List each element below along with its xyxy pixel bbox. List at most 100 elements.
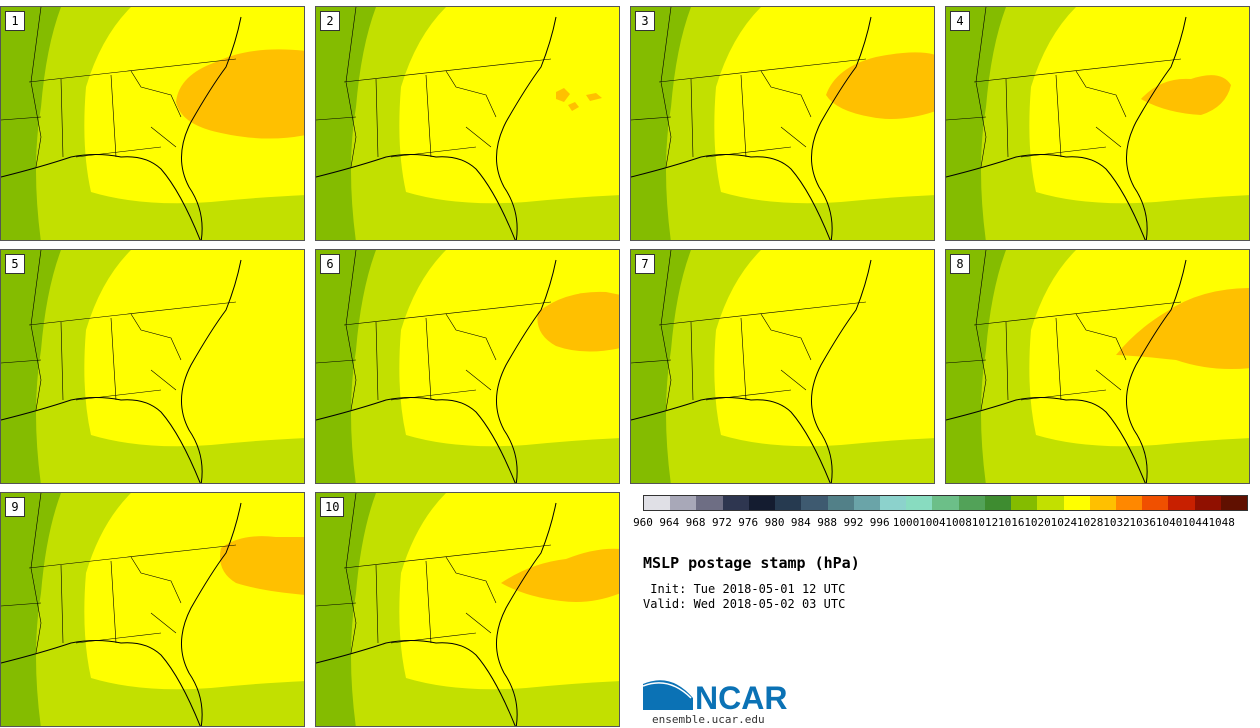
member-number: 5	[5, 254, 25, 274]
high-pressure-area	[1116, 288, 1249, 369]
member-number: 10	[320, 497, 345, 517]
colorbar-tick-label: 1036	[1129, 516, 1157, 529]
high-pressure-area	[501, 548, 619, 602]
member-number: 6	[320, 254, 340, 274]
member-number: 2	[320, 11, 340, 31]
coastline	[631, 259, 872, 483]
mslp-field	[316, 493, 619, 726]
colorbar-tick-label: 1016	[998, 516, 1025, 529]
colorbar-tick-label: 1004	[919, 516, 946, 529]
state-borders	[316, 7, 552, 168]
coastline	[316, 502, 557, 726]
map-panel-5: 5	[0, 249, 305, 484]
colorbar-tick-label: 1024	[1050, 516, 1078, 529]
colorbar-tick-label: 1012	[971, 516, 999, 529]
state-borders	[631, 250, 867, 411]
colorbar-swatch	[1194, 496, 1221, 510]
colorbar-swatch	[1220, 496, 1248, 510]
member-number: 1	[5, 11, 25, 31]
colorbar-swatch	[1063, 496, 1090, 510]
high-pressure-area	[1141, 75, 1231, 115]
map-panel-4: 4	[945, 6, 1250, 241]
colorbar-tick-label: 1000	[892, 516, 920, 529]
high-pressure-area	[176, 49, 304, 139]
state-borders	[631, 7, 867, 168]
colorbar-swatch	[984, 496, 1012, 510]
coastline	[1, 502, 242, 726]
map-panel-3: 3	[630, 6, 935, 241]
high-pressure-area	[826, 52, 934, 119]
high-pressure-area	[220, 536, 304, 595]
colorbar-swatch	[644, 496, 671, 510]
colorbar-swatch	[670, 496, 697, 510]
colorbar-tick-label: 960	[633, 516, 653, 529]
member-number: 8	[950, 254, 970, 274]
high-pressure-area	[537, 291, 619, 352]
colorbar-swatch	[827, 496, 854, 510]
state-borders	[316, 250, 552, 411]
state-borders	[1, 493, 237, 654]
colorbar-swatch	[722, 496, 749, 510]
chart-title: MSLP postage stamp (hPa)	[643, 554, 860, 572]
mslp-field	[631, 7, 934, 240]
ncar-logo-text: NCAR	[695, 680, 787, 716]
colorbar-swatch	[958, 496, 985, 510]
colorbar-swatch	[932, 496, 959, 510]
colorbar-swatch	[1089, 496, 1116, 510]
ncar-logo: NCAR	[643, 680, 787, 716]
colorbar-swatch	[1168, 496, 1195, 510]
mslp-field	[946, 7, 1249, 240]
pressure-colorbar	[643, 495, 1248, 511]
state-borders	[316, 493, 552, 654]
colorbar-swatch	[1037, 496, 1064, 510]
colorbar-swatch	[1115, 496, 1143, 510]
colorbar-tick-label: 976	[738, 516, 759, 529]
mslp-field	[1, 7, 304, 240]
colorbar-swatch	[775, 496, 802, 510]
member-number: 7	[635, 254, 655, 274]
init-time: Init: Tue 2018-05-01 12 UTC	[643, 582, 846, 596]
mslp-field	[316, 250, 619, 483]
mslp-field	[316, 7, 619, 240]
colorbar-tick-label: 1040	[1155, 516, 1183, 529]
coastline	[1, 16, 242, 240]
member-number: 4	[950, 11, 970, 31]
colorbar-tick-label: 996	[869, 516, 890, 529]
map-panel-9: 9	[0, 492, 305, 727]
colorbar-swatch	[801, 496, 828, 510]
map-panel-6: 6	[315, 249, 620, 484]
colorbar-tick-label: 1028	[1076, 516, 1104, 529]
colorbar-tick-label: 1020	[1024, 516, 1051, 529]
map-panel-2: 2	[315, 6, 620, 241]
colorbar-tick-label: 1008	[945, 516, 972, 529]
coastline	[1, 259, 242, 483]
colorbar-swatch	[879, 496, 907, 510]
map-panel-10: 10	[315, 492, 620, 727]
colorbar-tick-labels: 960 964 968 972 976 980 984 988 992 996 1000 1004 10…	[633, 516, 1248, 530]
valid-time: Valid: Wed 2018-05-02 03 UTC	[643, 597, 846, 611]
colorbar-swatch	[696, 496, 723, 510]
colorbar-tick-label: 1048	[1208, 516, 1235, 529]
state-borders	[946, 250, 1182, 411]
colorbar-tick-label: 1044	[1182, 516, 1209, 529]
state-borders	[1, 250, 237, 411]
state-borders	[946, 7, 1182, 168]
colorbar-tick-label: 988	[817, 516, 838, 529]
colorbar-swatch	[853, 496, 880, 510]
map-panel-7: 7	[630, 249, 935, 484]
mslp-field	[1, 250, 304, 483]
colorbar-tick-label: 984	[790, 516, 811, 529]
colorbar-swatch	[1142, 496, 1169, 510]
member-number: 3	[635, 11, 655, 31]
colorbar-swatch	[1011, 496, 1038, 510]
coastline	[946, 16, 1187, 240]
logo-url: ensemble.ucar.edu	[652, 713, 765, 726]
state-borders	[1, 7, 237, 168]
colorbar-tick-label: 1032	[1103, 516, 1130, 529]
ncar-logo-swoosh	[643, 680, 693, 710]
coastline	[316, 16, 557, 240]
colorbar-tick-label: 968	[685, 516, 706, 529]
mslp-field	[631, 250, 934, 483]
colorbar-swatch	[906, 496, 933, 510]
colorbar-tick-label: 964	[659, 516, 680, 529]
